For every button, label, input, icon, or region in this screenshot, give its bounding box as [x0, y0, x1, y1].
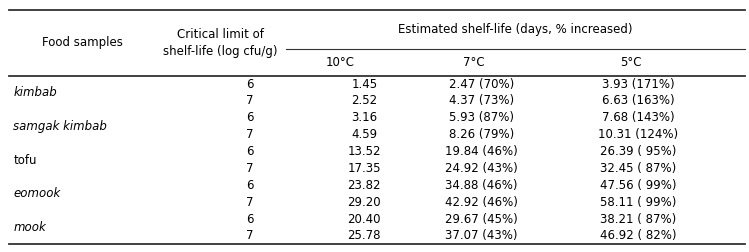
Text: 38.21 ( 87%): 38.21 ( 87%) — [601, 213, 676, 226]
Text: 20.40: 20.40 — [348, 213, 381, 226]
Text: 10.31 (124%): 10.31 (124%) — [598, 128, 679, 141]
Text: 46.92 ( 82%): 46.92 ( 82%) — [600, 230, 677, 242]
Text: 7: 7 — [246, 230, 253, 242]
Text: kimbab: kimbab — [13, 86, 57, 99]
Text: eomook: eomook — [13, 187, 61, 200]
Text: 10°C: 10°C — [326, 56, 355, 69]
Text: 42.92 (46%): 42.92 (46%) — [445, 196, 518, 209]
Text: 6: 6 — [246, 145, 253, 158]
Text: Critical limit of
shelf-life (log cfu/g): Critical limit of shelf-life (log cfu/g) — [163, 28, 278, 58]
Text: 29.20: 29.20 — [348, 196, 381, 209]
Text: 17.35: 17.35 — [348, 162, 381, 175]
Text: Estimated shelf-life (days, % increased): Estimated shelf-life (days, % increased) — [398, 23, 633, 36]
Text: 19.84 (46%): 19.84 (46%) — [445, 145, 518, 158]
Text: 3.16: 3.16 — [351, 111, 377, 124]
Text: 25.78: 25.78 — [348, 230, 381, 242]
Text: 58.11 ( 99%): 58.11 ( 99%) — [601, 196, 676, 209]
Text: 13.52: 13.52 — [348, 145, 381, 158]
Text: 2.47 (70%): 2.47 (70%) — [449, 78, 514, 90]
Text: 47.56 ( 99%): 47.56 ( 99%) — [600, 179, 677, 192]
Text: 1.45: 1.45 — [351, 78, 377, 90]
Text: 29.67 (45%): 29.67 (45%) — [445, 213, 518, 226]
Text: 5°C: 5°C — [620, 56, 641, 69]
Text: tofu: tofu — [13, 153, 37, 167]
Text: 7: 7 — [246, 128, 253, 141]
Text: mook: mook — [13, 221, 46, 234]
Text: 32.45 ( 87%): 32.45 ( 87%) — [601, 162, 676, 175]
Text: 6: 6 — [246, 111, 253, 124]
Text: 37.07 (43%): 37.07 (43%) — [445, 230, 518, 242]
Text: 6: 6 — [246, 179, 253, 192]
Text: 6: 6 — [246, 78, 253, 90]
Text: 7.68 (143%): 7.68 (143%) — [602, 111, 675, 124]
Text: 2.52: 2.52 — [351, 94, 377, 107]
Text: 23.82: 23.82 — [348, 179, 381, 192]
Text: samgak kimbab: samgak kimbab — [13, 120, 107, 133]
Text: 7°C: 7°C — [463, 56, 484, 69]
Text: 3.93 (171%): 3.93 (171%) — [602, 78, 675, 90]
Text: 7: 7 — [246, 162, 253, 175]
Text: 5.93 (87%): 5.93 (87%) — [449, 111, 514, 124]
Text: 7: 7 — [246, 196, 253, 209]
Text: 7: 7 — [246, 94, 253, 107]
Text: 8.26 (79%): 8.26 (79%) — [449, 128, 514, 141]
Text: 24.92 (43%): 24.92 (43%) — [445, 162, 518, 175]
Text: 4.59: 4.59 — [351, 128, 377, 141]
Text: 34.88 (46%): 34.88 (46%) — [445, 179, 518, 192]
Text: 6.63 (163%): 6.63 (163%) — [602, 94, 675, 107]
Text: 6: 6 — [246, 213, 253, 226]
Text: 26.39 ( 95%): 26.39 ( 95%) — [601, 145, 676, 158]
Text: Food samples: Food samples — [42, 36, 122, 49]
Text: 4.37 (73%): 4.37 (73%) — [449, 94, 514, 107]
